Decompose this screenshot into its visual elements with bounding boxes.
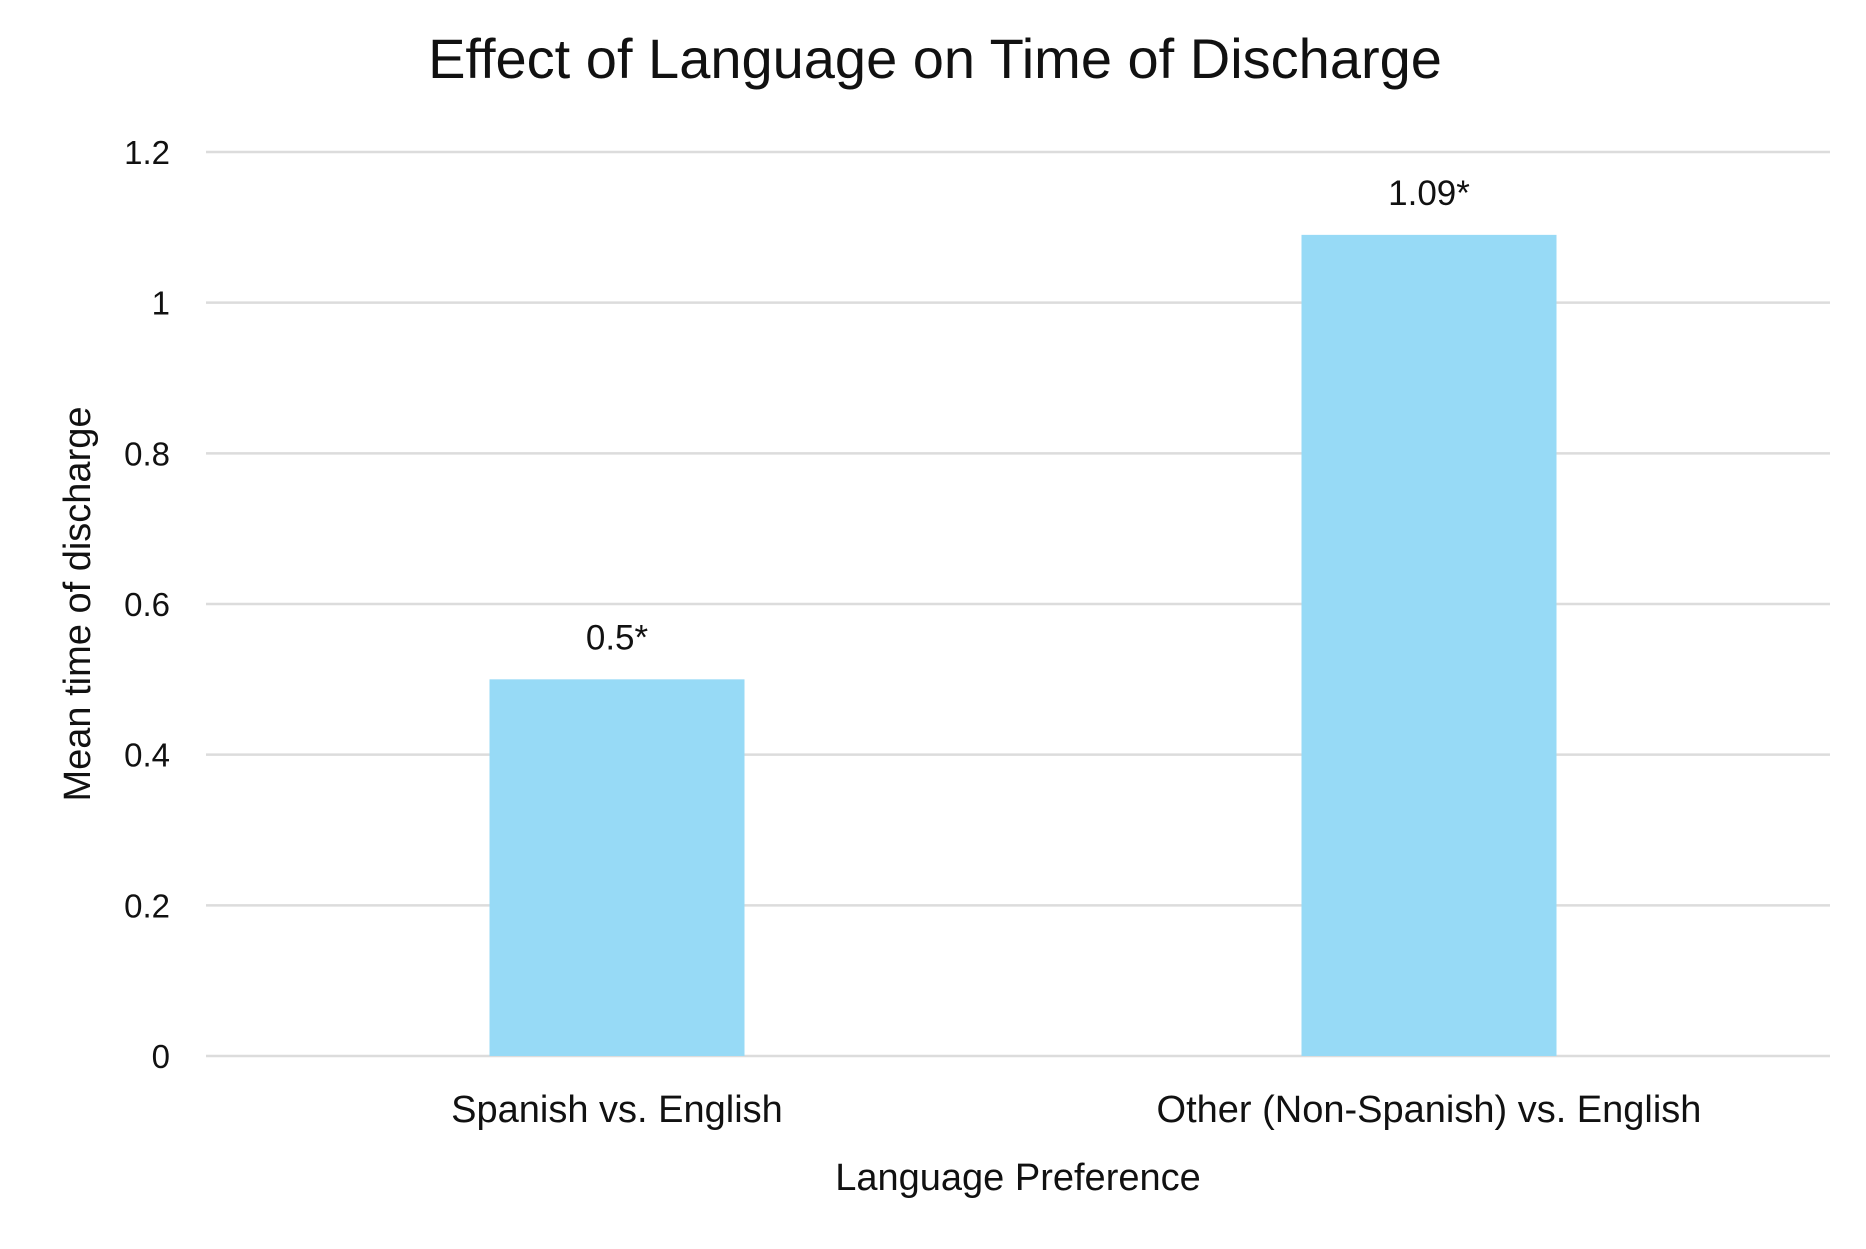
data-label: 0.5* [586,618,649,657]
y-tick-label: 1 [152,285,170,322]
gridlines [206,150,1830,1058]
bars: 0.5* 1.09* [489,174,1557,1056]
y-axis-label: Mean time of discharge [57,407,99,802]
x-axis-ticks: Spanish vs. English Other (Non-Spanish) v… [451,1089,1701,1131]
x-tick-label: Spanish vs. English [451,1089,783,1131]
y-axis-ticks: 0 0.2 0.4 0.6 0.8 1 1.2 [124,134,170,1075]
x-tick-label: Other (Non-Spanish) vs. English [1157,1089,1702,1131]
bar [1301,234,1557,1056]
bar [489,679,745,1056]
y-tick-label: 0 [152,1038,170,1075]
y-tick-label: 0.4 [124,737,170,774]
y-tick-label: 0.8 [124,435,170,472]
x-axis-label: Language Preference [835,1157,1201,1199]
y-tick-label: 0.2 [124,887,170,924]
data-label: 1.09* [1388,174,1470,213]
chart-title: Effect of Language on Time of Discharge [428,27,1442,90]
y-tick-label: 0.6 [124,586,170,623]
y-tick-label: 1.2 [124,134,170,171]
